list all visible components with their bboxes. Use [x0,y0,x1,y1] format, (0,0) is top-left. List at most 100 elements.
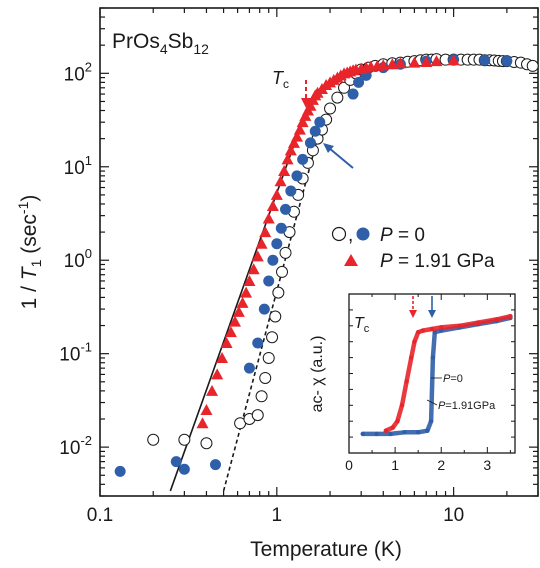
inset-point-p191 [415,329,421,335]
inset-ticks: 0 1 2 3 [345,294,515,473]
inset-chart: 0 1 2 3 ac- χ (a.u.) Tc P=0 P=1.91GPa [309,293,516,473]
red-triangle-point [211,368,224,380]
red-triangle-point [270,188,283,200]
blue-circle-point [209,459,221,471]
open-circle-point [526,59,539,72]
y-tick-label: 10-1 [59,340,92,366]
blue-circle-point [271,238,283,250]
blue-circle-point [252,337,264,349]
inset-point-p191 [399,403,405,408]
legend-open-circle-marker [331,226,347,242]
red-triangle-point [296,116,309,128]
legend: , P = 0 P = 1.91 GPa [331,225,495,272]
legend-separator: , [348,225,353,246]
inset-point-p0 [430,355,436,360]
inset-point-p0 [425,428,430,433]
inset-point-p0 [402,430,407,435]
inset-label-p191: P=1.91GPa [438,400,496,412]
red-triangle-point [228,315,241,327]
red-triangle-point [377,59,390,71]
inset-point-p0 [374,431,379,437]
open-circle-point [272,286,285,299]
inset-point-p191 [390,425,396,430]
y-tick-label: 100 [64,246,92,272]
blue-circle-point [267,254,279,266]
inset-point-p191 [404,379,409,384]
blue-circle-point [291,170,303,182]
tc-label: Tc [272,68,289,91]
red-triangle-point [259,226,272,238]
red-triangle-point [240,286,253,298]
blue-circle-point [309,125,321,137]
y-axis-label: 1 / T1 (sec-1) [15,195,44,310]
red-triangle-point [394,57,407,69]
inset-p191-leader [426,399,438,406]
main-plot-frame [99,7,539,497]
red-triangle-point [251,250,264,262]
red-triangle-point [287,136,300,148]
chart-title: PrOs4Sb12 [112,30,209,57]
inset-point-p0 [432,329,437,335]
open-circle-point [276,265,289,278]
open-circle-point [178,433,191,446]
legend-blue-circle-marker [356,227,370,241]
tc-arrowhead [301,98,311,108]
blue-circle-point [263,275,275,287]
red-triangle-point [408,56,421,68]
red-triangle-point [220,337,233,349]
red-triangle-point [281,153,294,165]
blue-circle-point [314,116,326,128]
y-tick-label: 101 [64,153,92,179]
open-circle-point [200,437,213,450]
open-circle-point [251,409,264,422]
inset-y-axis-label: ac- χ (a.u.) [309,336,326,413]
red-triangle-point [266,200,279,212]
x-axis-label: Temperature (K) [250,538,402,561]
inset-x-tick-label: 0 [345,457,353,473]
red-triangle-point [262,212,275,224]
red-triangle-point [224,326,237,338]
open-circle-point [338,81,351,94]
open-circle-point [259,371,272,384]
inset-point-p0 [360,431,366,437]
inset-point-p191 [420,328,425,333]
open-circle-point [279,246,292,259]
blue-circle-point [297,153,309,165]
inset-blue-arrowhead [428,310,436,318]
open-circle-point [324,102,337,115]
inset-point-p191 [457,323,462,328]
legend-entry-p0: P = 0 [380,225,425,246]
blue-circle-point [114,465,126,477]
inset-point-p191 [395,419,400,424]
legend-red-triangle-marker [344,254,358,266]
open-circle-point [262,351,275,364]
red-triangle-point [447,54,460,66]
red-triangle-point [430,55,443,67]
red-triangle-point [420,56,433,68]
open-circle-point [255,390,268,403]
blue-arrow [328,147,354,169]
blue-circle-point [347,88,359,100]
red-triangle-point [200,403,213,415]
x-tick-label: 1 [272,505,283,526]
red-triangle-point [247,263,260,275]
red-triangle-point [255,237,268,249]
inset-x-tick-label: 2 [437,457,445,473]
inset-point-p191 [475,320,481,325]
legend-entry-p191: P = 1.91 GPa [380,251,495,272]
red-triangle-point [236,296,249,308]
inset-point-p0 [388,431,393,437]
y-tick-label: 102 [64,59,92,85]
red-triangle-point [196,417,209,429]
inset-x-tick-label: 1 [391,457,399,473]
x-tick-label: 0.1 [87,505,113,526]
inset-point-p0 [415,430,421,435]
red-triangle-point [243,274,256,286]
blue-circle-point [304,137,316,149]
blue-circle-point [275,222,287,234]
open-circle-point [269,310,282,323]
blue-circle-point [501,55,513,67]
red-triangle-point [290,130,303,142]
